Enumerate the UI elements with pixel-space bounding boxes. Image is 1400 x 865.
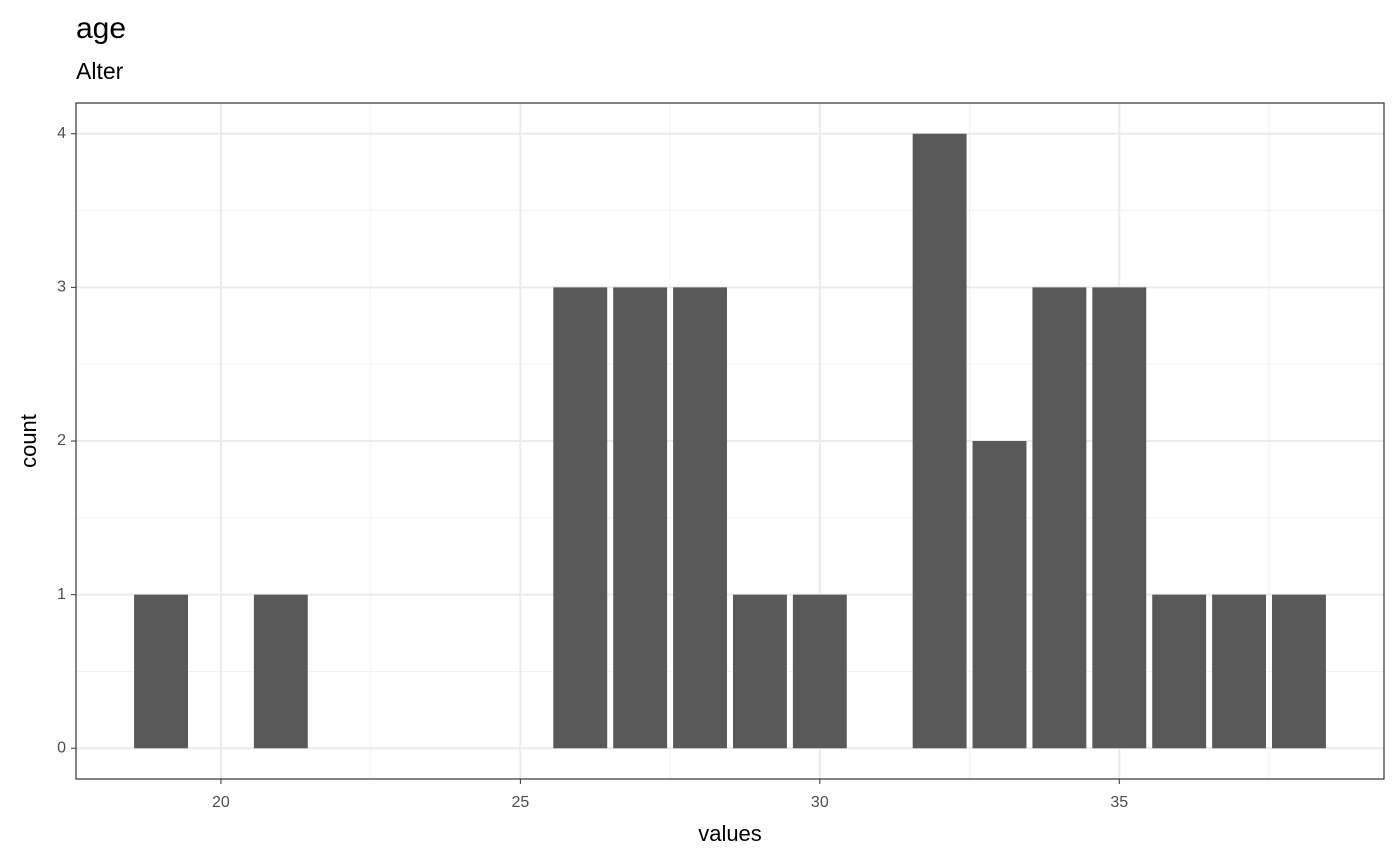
bar [553,287,608,749]
bar [673,287,728,749]
bar [253,594,308,749]
bar [912,133,967,749]
x-axis-title: values [698,821,762,846]
x-tick-label: 20 [212,794,230,811]
y-tick-label: 0 [57,739,66,756]
chart-title: age [76,12,126,45]
bar [1272,594,1326,749]
x-tick-label: 25 [511,794,529,811]
bar [792,594,847,749]
chart-subtitle: Alter [76,58,124,84]
bar [732,594,787,749]
x-tick-label: 35 [1110,794,1128,811]
bar [1212,594,1267,749]
bar [613,287,668,749]
y-tick-label: 2 [57,432,66,449]
bar [134,594,188,749]
y-tick-label: 1 [57,586,66,603]
y-tick-label: 3 [57,279,66,296]
y-axis-title: count [16,414,41,468]
bar [972,441,1027,749]
bar [1092,287,1147,749]
panel-border [75,102,1385,780]
x-tick-label: 30 [811,794,829,811]
y-tick-label: 4 [57,125,66,142]
bar [1032,287,1087,749]
bar [1152,594,1207,749]
